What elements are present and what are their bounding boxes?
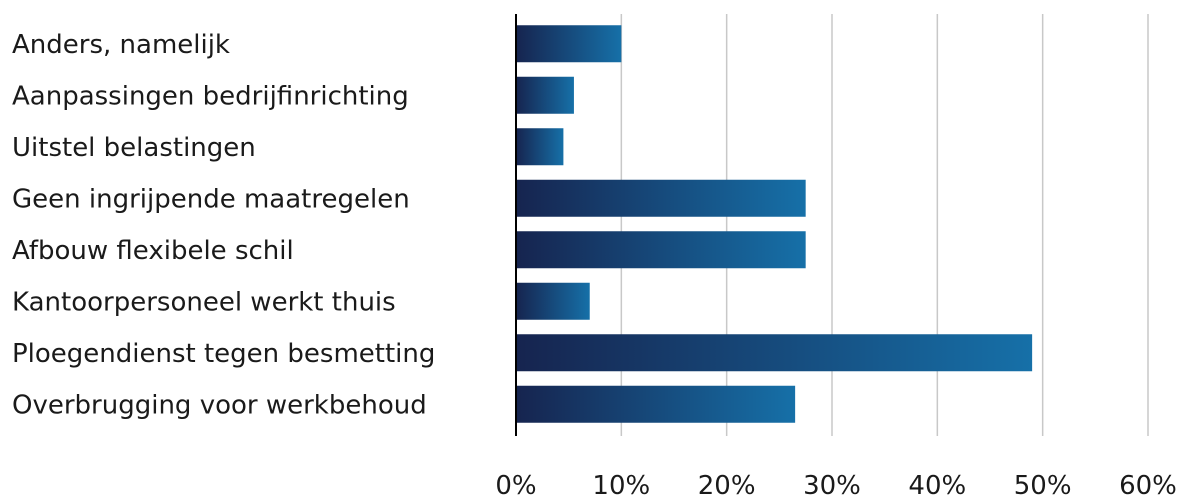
category-label: Kantoorpersoneel werkt thuis <box>12 287 396 317</box>
x-tick-label: 30% <box>803 471 861 500</box>
bars <box>516 25 1033 423</box>
category-label: Uitstel belastingen <box>12 133 256 163</box>
category-label: Anders, namelijk <box>12 30 230 60</box>
bar <box>516 385 796 423</box>
bar <box>516 25 622 63</box>
x-tick-labels: 0% 10% 20% 30% 40% 50% 60% <box>495 471 1177 500</box>
x-tick-label: 10% <box>592 471 650 500</box>
x-tick-label: 0% <box>495 471 536 500</box>
gridlines <box>620 14 1149 436</box>
category-labels: Anders, namelijk Aanpassingen bedrijfinri… <box>12 30 435 421</box>
bar <box>516 128 564 166</box>
x-tick-label: 20% <box>698 471 756 500</box>
category-label: Aanpassingen bedrijfinrichting <box>12 81 409 111</box>
category-label: Overbrugging voor werkbehoud <box>12 390 427 420</box>
bar <box>516 76 574 114</box>
bar <box>516 282 590 320</box>
category-label: Ploegendienst tegen besmetting <box>12 339 435 369</box>
category-label: Geen ingrijpende maatregelen <box>12 184 410 214</box>
x-tick-label: 60% <box>1119 471 1177 500</box>
bar <box>516 231 806 269</box>
bar <box>516 334 1033 372</box>
category-label: Afbouw flexibele schil <box>12 236 294 266</box>
x-tick-label: 50% <box>1014 471 1072 500</box>
bar <box>516 179 806 217</box>
x-tick-label: 40% <box>908 471 966 500</box>
